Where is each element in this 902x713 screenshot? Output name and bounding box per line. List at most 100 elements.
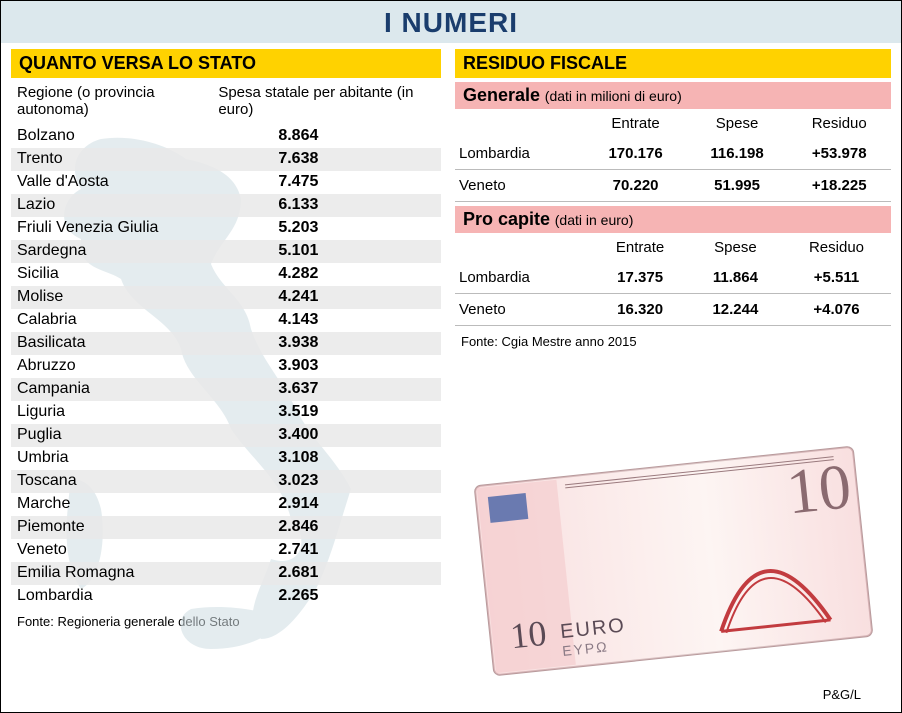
value-cell: 2.846	[218, 516, 441, 539]
region-cell: Basilicata	[11, 332, 218, 355]
value-cell: 3.903	[218, 355, 441, 378]
col-regione-label: Regione (o provincia autonoma)	[17, 84, 155, 118]
table-row: Campania3.637	[11, 378, 441, 401]
region-cell: Liguria	[11, 401, 218, 424]
value-cell: 7.475	[218, 171, 441, 194]
col-regione: Regione (o provincia autonoma)	[11, 82, 218, 125]
fiscal-col: Residuo	[782, 233, 891, 262]
table-row: Veneto2.741	[11, 539, 441, 562]
value-cell: 2.681	[218, 562, 441, 585]
generale-subheader: Generale (dati in milioni di euro)	[455, 82, 891, 109]
fiscal-value: 116.198	[687, 138, 788, 170]
fiscal-label: Lombardia	[455, 138, 585, 170]
region-cell: Trento	[11, 148, 218, 171]
value-cell: 8.864	[218, 125, 441, 148]
region-cell: Abruzzo	[11, 355, 218, 378]
procapite-paren: (dati in euro)	[555, 212, 634, 228]
fiscal-value: 11.864	[689, 262, 782, 294]
fiscal-value: 51.995	[687, 170, 788, 202]
procapite-table: EntrateSpeseResiduo Lombardia17.37511.86…	[455, 233, 891, 326]
value-cell: 2.741	[218, 539, 441, 562]
fiscal-col: Entrate	[585, 109, 687, 138]
value-cell: 3.108	[218, 447, 441, 470]
table-row: Molise4.241	[11, 286, 441, 309]
table-row: Trento7.638	[11, 148, 441, 171]
table-row: Piemonte2.846	[11, 516, 441, 539]
table-row: Basilicata3.938	[11, 332, 441, 355]
value-cell: 4.143	[218, 309, 441, 332]
fiscal-col	[455, 233, 591, 262]
right-column: RESIDUO FISCALE Generale (dati in milion…	[455, 49, 891, 708]
region-cell: Molise	[11, 286, 218, 309]
fiscal-value: +5.511	[782, 262, 891, 294]
fiscal-label: Lombardia	[455, 262, 591, 294]
col-spesa-label: Spesa statale per abitante (in euro)	[218, 84, 413, 118]
value-cell: 5.203	[218, 217, 441, 240]
value-cell: 4.282	[218, 263, 441, 286]
region-cell: Sardegna	[11, 240, 218, 263]
region-cell: Friuli Venezia Giulia	[11, 217, 218, 240]
value-cell: 7.638	[218, 148, 441, 171]
right-source: Fonte: Cgia Mestre anno 2015	[455, 334, 891, 349]
value-cell: 3.023	[218, 470, 441, 493]
value-cell: 3.938	[218, 332, 441, 355]
value-cell: 3.637	[218, 378, 441, 401]
right-header: RESIDUO FISCALE	[455, 49, 891, 78]
fiscal-value: +18.225	[787, 170, 891, 202]
region-cell: Emilia Romagna	[11, 562, 218, 585]
fiscal-col: Residuo	[787, 109, 891, 138]
table-row: Emilia Romagna2.681	[11, 562, 441, 585]
fiscal-value: +53.978	[787, 138, 891, 170]
region-cell: Toscana	[11, 470, 218, 493]
table-row: Marche2.914	[11, 493, 441, 516]
table-row: Liguria3.519	[11, 401, 441, 424]
left-source: Fonte: Regioneria generale dello Stato	[11, 614, 441, 629]
fiscal-label: Veneto	[455, 170, 585, 202]
value-cell: 2.914	[218, 493, 441, 516]
table-row: Valle d'Aosta7.475	[11, 171, 441, 194]
region-cell: Umbria	[11, 447, 218, 470]
fiscal-value: 70.220	[585, 170, 687, 202]
left-column: QUANTO VERSA LO STATO Regione (o provinc…	[11, 49, 441, 708]
table-row: Umbria3.108	[11, 447, 441, 470]
table-row: Lombardia2.265	[11, 585, 441, 608]
fiscal-col: Entrate	[591, 233, 688, 262]
table-row: Toscana3.023	[11, 470, 441, 493]
svg-text:10: 10	[508, 613, 548, 657]
fiscal-row: Veneto16.32012.244+4.076	[455, 294, 891, 326]
region-cell: Puglia	[11, 424, 218, 447]
generale-table: EntrateSpeseResiduo Lombardia170.176116.…	[455, 109, 891, 202]
col-spesa: Spesa statale per abitante (in euro)	[218, 82, 441, 125]
svg-text:10: 10	[783, 450, 854, 527]
procapite-title: Pro capite	[463, 209, 550, 229]
spesa-table: Regione (o provincia autonoma) Spesa sta…	[11, 82, 441, 608]
fiscal-value: +4.076	[782, 294, 891, 326]
value-cell: 6.133	[218, 194, 441, 217]
generale-paren: (dati in milioni di euro)	[545, 88, 682, 104]
value-cell: 5.101	[218, 240, 441, 263]
region-cell: Bolzano	[11, 125, 218, 148]
region-cell: Valle d'Aosta	[11, 171, 218, 194]
region-cell: Sicilia	[11, 263, 218, 286]
page-title: I NUMERI	[1, 1, 901, 43]
value-cell: 3.400	[218, 424, 441, 447]
region-cell: Lombardia	[11, 585, 218, 608]
table-row: Bolzano8.864	[11, 125, 441, 148]
fiscal-value: 12.244	[689, 294, 782, 326]
table-row: Abruzzo3.903	[11, 355, 441, 378]
table-row: Friuli Venezia Giulia5.203	[11, 217, 441, 240]
region-cell: Campania	[11, 378, 218, 401]
fiscal-row: Lombardia17.37511.864+5.511	[455, 262, 891, 294]
generale-title: Generale	[463, 85, 540, 105]
region-cell: Veneto	[11, 539, 218, 562]
fiscal-col	[455, 109, 585, 138]
region-cell: Marche	[11, 493, 218, 516]
fiscal-label: Veneto	[455, 294, 591, 326]
table-row: Sardegna5.101	[11, 240, 441, 263]
fiscal-row: Veneto70.22051.995+18.225	[455, 170, 891, 202]
credit: P&G/L	[823, 687, 861, 702]
value-cell: 2.265	[218, 585, 441, 608]
fiscal-row: Lombardia170.176116.198+53.978	[455, 138, 891, 170]
table-row: Calabria4.143	[11, 309, 441, 332]
table-row: Sicilia4.282	[11, 263, 441, 286]
